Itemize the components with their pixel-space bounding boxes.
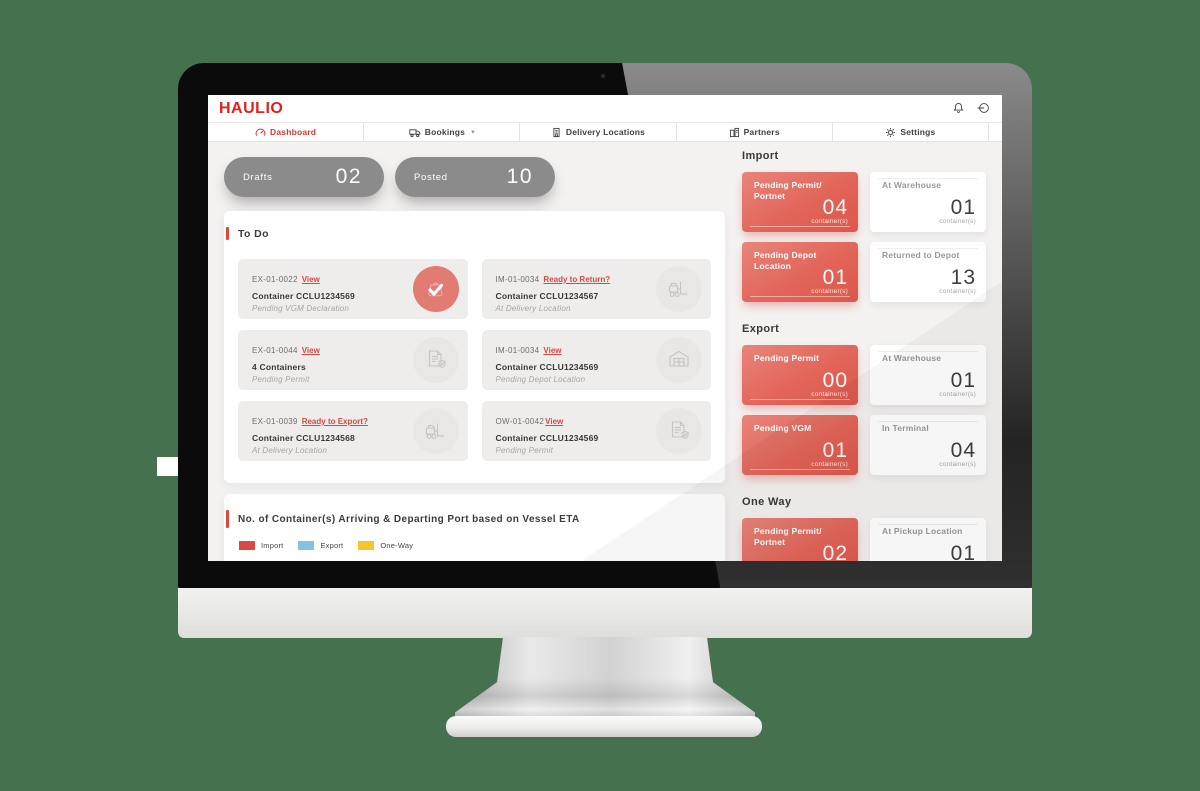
todo-card[interactable]: IM-01-0034 View Container CCLU1234569 Pen… <box>481 330 711 390</box>
warehouse-icon <box>656 337 702 383</box>
view-link[interactable]: View <box>543 346 562 355</box>
accent-bar <box>226 510 229 528</box>
truck-icon <box>409 128 421 137</box>
view-link[interactable]: View <box>301 346 320 355</box>
view-link[interactable]: View <box>301 275 320 284</box>
nav-item-dashboard[interactable]: Dashboard <box>208 123 365 141</box>
drafts-pill[interactable]: Drafts 02 <box>224 157 384 197</box>
status-card-import-pending-depot-location[interactable]: Pending Depot Location 01 container(s) <box>742 242 858 302</box>
status-sidebar: Import Pending Permit/ Portnet 04 contai… <box>740 150 986 561</box>
app-header: HAULIO <box>208 95 1002 122</box>
status-card-export-at-warehouse[interactable]: At Warehouse 01 container(s) <box>870 345 986 405</box>
vessel-eta-chart-panel: No. of Container(s) Arriving & Departing… <box>224 494 725 561</box>
todo-panel: To Do EX-01-0022 View Container CCLU12345… <box>224 211 725 483</box>
building-icon <box>553 127 560 137</box>
nav-item-settings[interactable]: Settings <box>833 123 990 141</box>
legend-item-import: Import <box>239 541 283 550</box>
permit-document-icon <box>656 408 702 454</box>
one-way-heading: One Way <box>742 496 792 508</box>
bell-icon[interactable] <box>953 102 964 114</box>
todo-card[interactable]: EX-01-0039 Ready to Export? Container CCL… <box>238 401 468 461</box>
forklift-icon <box>412 408 459 454</box>
status-card-import-pending-permit-portnet[interactable]: Pending Permit/ Portnet 04 container(s) <box>742 172 858 232</box>
drafts-count: 02 <box>335 165 362 188</box>
todo-card[interactable]: EX-01-0044 View 4 Containers Pending Perm… <box>238 330 468 390</box>
nav-item-delivery-locations[interactable]: Delivery Locations <box>520 123 677 141</box>
webcam-dot <box>601 74 605 78</box>
status-card-import-returned-to-depot[interactable]: Returned to Depot 13 container(s) <box>870 242 986 302</box>
todo-title: To Do <box>238 227 269 240</box>
monitor-base <box>446 716 762 737</box>
status-card-export-pending-permit[interactable]: Pending Permit 00 container(s) <box>742 345 858 405</box>
todo-card[interactable]: OW-01-0042View Container CCLU1234569 Pen… <box>481 401 711 461</box>
posted-count: 10 <box>506 165 533 188</box>
status-card-export-in-terminal[interactable]: In Terminal 04 container(s) <box>870 415 986 475</box>
monitor-chin <box>178 588 1032 638</box>
ready-to-export-link[interactable]: Ready to Export? <box>301 417 368 426</box>
dashboard-icon <box>255 128 266 136</box>
legend-item-one-way: One-Way <box>358 541 413 550</box>
gear-icon <box>886 127 896 137</box>
export-heading: Export <box>742 323 780 335</box>
vgm-check-icon <box>412 266 459 312</box>
ready-to-return-link[interactable]: Ready to Return? <box>543 275 611 284</box>
status-card-import-at-warehouse[interactable]: At Warehouse 01 container(s) <box>870 172 986 232</box>
nav-item-partners[interactable]: Partners <box>677 123 833 141</box>
haulio-logo: HAULIO <box>219 100 284 117</box>
partners-icon <box>729 127 739 137</box>
import-heading: Import <box>742 150 779 162</box>
chart-legend: Import Export One-Way <box>239 541 725 550</box>
permit-document-icon <box>412 337 459 383</box>
monitor-side-tab <box>157 457 178 476</box>
monitor-stand <box>455 637 755 719</box>
one-way-swatch <box>358 541 375 550</box>
screen: HAULIO <box>208 95 1002 561</box>
chart-title: No. of Container(s) Arriving & Departing… <box>238 513 580 525</box>
posted-pill[interactable]: Posted 10 <box>395 157 555 197</box>
todo-card[interactable]: EX-01-0022 View Container CCLU1234569 Pen… <box>238 259 468 319</box>
chevron-down-icon: ▾ <box>471 129 475 136</box>
logout-icon[interactable] <box>977 102 990 114</box>
status-card-one-way-pending-permit-portnet[interactable]: Pending Permit/ Portnet 02 container(s) <box>742 518 858 561</box>
main-nav: Dashboard Bookings ▾ <box>208 122 1002 142</box>
monitor-bezel: HAULIO <box>178 63 1032 588</box>
import-swatch <box>239 541 255 550</box>
view-link[interactable]: View <box>545 417 564 426</box>
status-card-export-pending-vgm[interactable]: Pending VGM 01 container(s) <box>742 415 858 475</box>
accent-bar <box>226 227 229 240</box>
legend-item-export: Export <box>298 541 343 550</box>
forklift-icon <box>656 266 702 312</box>
status-card-one-way-at-pickup-location[interactable]: At Pickup Location 01 container(s) <box>870 518 986 561</box>
todo-card[interactable]: IM-01-0034 Ready to Return? Container CCL… <box>481 259 711 319</box>
nav-item-bookings[interactable]: Bookings ▾ <box>364 123 521 141</box>
export-swatch <box>298 541 315 550</box>
